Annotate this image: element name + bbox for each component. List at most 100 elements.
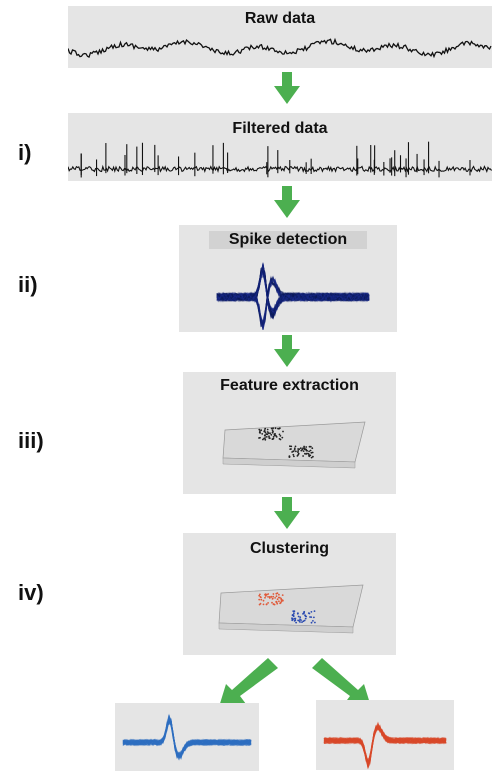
filtered-data-panel: Filtered data — [68, 113, 492, 181]
spike-waveform — [216, 264, 370, 315]
feature-point — [292, 615, 295, 618]
unit-waveform — [323, 726, 447, 769]
feature-point — [292, 614, 295, 616]
spike-waveform — [216, 264, 370, 313]
feature-point — [304, 448, 307, 450]
unit-waveform — [122, 718, 252, 759]
feature-point — [280, 600, 283, 603]
spike-waveform — [216, 282, 370, 327]
feature-point — [294, 619, 297, 622]
feature-point — [277, 596, 280, 599]
unit-waveform — [323, 725, 447, 765]
unit-waveform — [122, 716, 252, 756]
feature-point — [305, 449, 308, 452]
raw-data-panel: Raw data — [68, 6, 492, 68]
unit-waveform — [323, 725, 447, 764]
feature-point — [271, 601, 273, 604]
unit-waveform — [323, 725, 446, 763]
spike-waveform — [216, 268, 370, 312]
feature-point — [309, 449, 312, 452]
feature-point — [303, 445, 305, 448]
unit-waveform — [122, 720, 252, 758]
feature-point — [276, 602, 279, 605]
feature-point — [267, 602, 269, 604]
feature-point — [302, 455, 304, 457]
feature-point — [293, 448, 296, 451]
unit-waveform — [122, 717, 252, 759]
feature-point — [292, 610, 295, 612]
feature-point — [282, 599, 284, 602]
feature-point — [303, 612, 305, 615]
feature-point — [258, 603, 261, 606]
feature-point — [305, 446, 308, 448]
feature-point — [266, 428, 269, 431]
feature-point — [314, 621, 316, 624]
feature-point — [301, 448, 304, 451]
unit-waveform — [122, 719, 252, 759]
feature-point — [288, 455, 291, 458]
feature-point — [297, 615, 300, 618]
unit-waveform — [122, 717, 252, 758]
feature-point — [289, 445, 291, 448]
spike-waveform — [216, 266, 370, 311]
spike-waveform — [216, 269, 370, 313]
unit-waveform — [323, 722, 447, 767]
feature-point — [272, 595, 275, 598]
filtered-baseline — [68, 164, 492, 174]
feature-point — [258, 428, 261, 431]
feature-point — [313, 610, 316, 612]
unit-waveform — [323, 726, 447, 770]
arrow-down-icon — [274, 497, 300, 529]
feature-point — [297, 612, 299, 614]
feature-point — [281, 436, 284, 439]
unit-waveform — [122, 721, 252, 759]
unit-waveform — [323, 724, 447, 766]
feature-point — [268, 597, 271, 599]
feature-point — [304, 617, 307, 620]
feature-point — [299, 621, 301, 623]
feature-point — [272, 437, 275, 440]
unit-waveform — [122, 719, 252, 758]
feature-point — [273, 433, 276, 435]
clustering-title: Clustering — [249, 540, 330, 557]
spike-waveform — [216, 268, 370, 314]
unit-waveform — [323, 722, 447, 761]
unit-waveform — [122, 718, 252, 758]
unit-waveform — [122, 716, 252, 757]
feature-point — [260, 429, 263, 432]
feature-point — [261, 433, 264, 435]
unit-waveform — [323, 724, 447, 766]
unit-waveform — [323, 723, 447, 764]
spike-waveform — [216, 265, 370, 318]
feature-point — [276, 598, 279, 601]
unit-waveform — [122, 717, 252, 757]
spike-waveform — [216, 283, 370, 326]
unit-waveform — [323, 726, 447, 769]
unit-waveform — [122, 720, 252, 757]
feature-point — [262, 599, 265, 602]
feature-point — [275, 595, 278, 598]
unit-waveform — [122, 723, 252, 758]
feature-point — [269, 432, 271, 435]
unit-waveform — [122, 721, 252, 754]
unit-waveform — [323, 724, 447, 765]
spike-detection-title-box — [209, 231, 367, 249]
unit-waveform — [122, 716, 252, 756]
feature-point — [267, 593, 270, 595]
raw-data-trace — [68, 37, 492, 59]
spike-waveforms — [216, 262, 370, 331]
feature-point — [271, 431, 274, 434]
unit-waveform — [323, 725, 447, 762]
feature-point — [267, 596, 269, 598]
unit-waveform — [122, 718, 252, 759]
feature-point — [292, 450, 295, 453]
unit-waveform — [323, 726, 447, 764]
feature-point — [278, 593, 280, 596]
feature-point — [293, 447, 296, 450]
spike-waveform — [216, 267, 370, 314]
feature-point — [299, 616, 302, 619]
unit-waveform — [122, 719, 252, 757]
feature-point — [298, 448, 301, 451]
feature-point — [310, 621, 313, 624]
feature-point — [311, 451, 314, 454]
